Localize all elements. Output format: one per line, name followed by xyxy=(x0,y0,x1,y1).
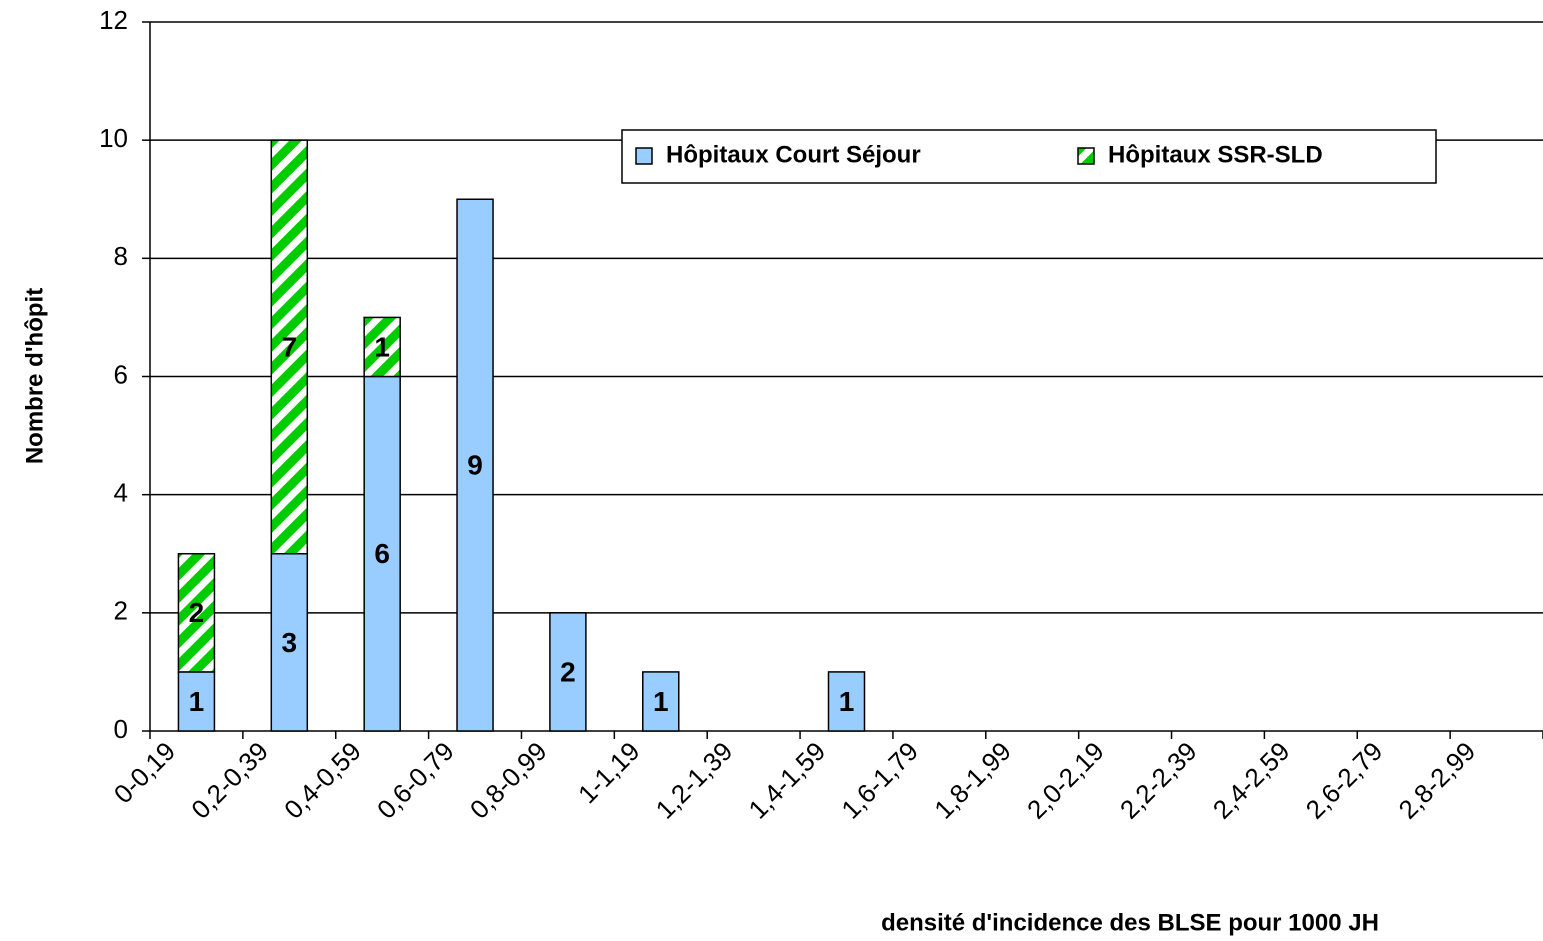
bar xyxy=(642,671,680,732)
legend-swatch xyxy=(1077,147,1095,165)
data-label: 2 xyxy=(560,656,576,687)
x-tick-label: 0,2-0,39 xyxy=(185,736,274,825)
x-tick-label: 1-1,19 xyxy=(572,736,645,809)
x-tick-label: 2,8-2,99 xyxy=(1393,736,1482,825)
bar xyxy=(549,612,587,732)
bar xyxy=(363,316,401,378)
data-label: 6 xyxy=(374,538,390,569)
data-label: 7 xyxy=(282,331,298,362)
bar xyxy=(270,139,309,555)
bar xyxy=(456,198,494,732)
x-tick-label: 0,6-0,79 xyxy=(371,736,460,825)
data-label: 1 xyxy=(653,686,669,717)
x-tick-label: 0-0,19 xyxy=(108,736,181,809)
x-tick-label: 0,4-0,59 xyxy=(278,736,367,825)
x-tick-label: 0,8-0,99 xyxy=(464,736,553,825)
x-tick-label: 1,8-1,99 xyxy=(928,736,1017,825)
y-tick-label: 12 xyxy=(99,5,128,35)
bar xyxy=(177,553,216,673)
y-tick-label: 0 xyxy=(114,714,128,744)
data-label: 9 xyxy=(467,450,483,481)
y-tick-label: 6 xyxy=(114,359,128,389)
x-tick-label: 2,0-2,19 xyxy=(1021,736,1110,825)
y-tick-label: 4 xyxy=(114,478,128,508)
y-tick-label: 10 xyxy=(99,123,128,153)
data-label: 3 xyxy=(282,627,298,658)
x-tick-label: 2,4-2,59 xyxy=(1207,736,1296,825)
x-axis-title: densité d'incidence des BLSE pour 1000 J… xyxy=(881,909,1379,936)
data-label: 1 xyxy=(189,686,205,717)
x-tick-label: 2,2-2,39 xyxy=(1114,736,1203,825)
x-tick-label: 1,6-1,79 xyxy=(835,736,924,825)
y-tick-label: 8 xyxy=(114,241,128,271)
data-label: 1 xyxy=(839,686,855,717)
legend-label: Hôpitaux Court Séjour xyxy=(666,141,921,168)
legend-box xyxy=(621,129,1437,184)
bar xyxy=(363,375,401,732)
bar xyxy=(827,671,866,732)
data-label: 2 xyxy=(189,597,205,628)
x-tick-label: 2,6-2,79 xyxy=(1300,736,1389,825)
y-axis-title: Nombre d'hôpit xyxy=(21,288,48,464)
x-tick-label: 1,2-1,39 xyxy=(650,736,739,825)
x-tick-label: 1,4-1,59 xyxy=(742,736,831,825)
y-tick-label: 2 xyxy=(114,596,128,626)
bar xyxy=(177,671,216,732)
legend-label: Hôpitaux SSR-SLD xyxy=(1108,141,1323,168)
legend-swatch xyxy=(635,147,653,165)
data-label: 1 xyxy=(374,331,390,362)
bar xyxy=(270,553,309,732)
